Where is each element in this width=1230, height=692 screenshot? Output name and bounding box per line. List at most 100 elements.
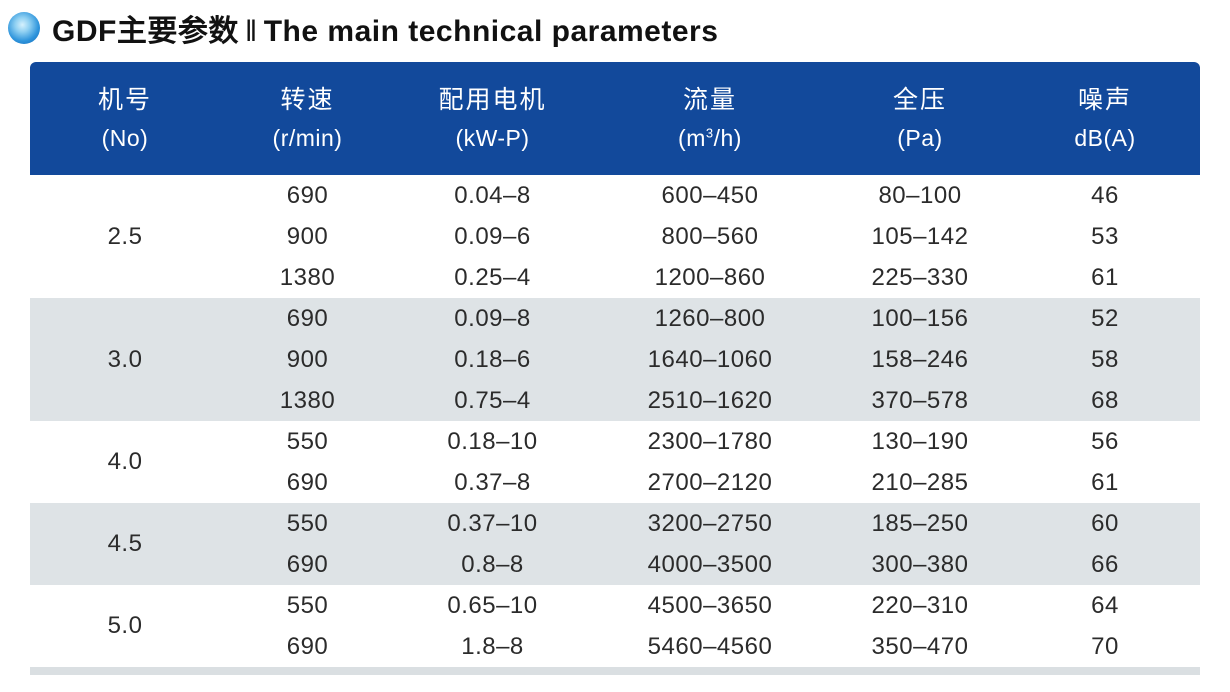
table-row: 900 0.09–6 800–560 105–142 53	[30, 216, 1200, 257]
column-header-zh: 转速	[280, 85, 335, 114]
title-separator: ‖	[244, 15, 258, 48]
table-row: 4.0 550 0.18–10 2300–1780 130–190 56	[30, 421, 1200, 476]
cell-motor: 1.8–8	[461, 632, 524, 660]
cell-flow: 2510–1620	[590, 380, 830, 421]
cell-fan-no: 4.5	[30, 503, 220, 585]
column-header-unit: (r/min)	[272, 124, 343, 151]
table-header: 机号 (No) 转速 (r/min) 配用电机 (kW-P) 流量 (m3/h) 全压 (Pa) 噪…	[30, 62, 1200, 175]
column-header-1: 机号 (No)	[30, 62, 220, 175]
cell-noise: 56	[1091, 427, 1119, 455]
table-row: 690 0.37–8 2700–2120 210–285 61	[30, 462, 1200, 503]
cell-noise: 64	[1091, 591, 1119, 619]
cell-noise: 53	[1091, 222, 1119, 250]
column-header-5: 全压 (Pa)	[830, 62, 1010, 175]
cell-pressure: 370–578	[830, 380, 1010, 421]
table-row: 1380 0.25–4 1200–860 225–330 61	[30, 257, 1200, 298]
cell-pressure: 158–246	[830, 339, 1010, 380]
column-header-unit: (kW-P)	[455, 124, 530, 151]
cell-speed: 690	[220, 298, 395, 339]
cell-speed: 900	[220, 339, 395, 380]
cell-motor: 0.8–8	[395, 544, 590, 585]
cell-fan-no: 3.0	[30, 298, 220, 421]
cell-motor: 0.18–10	[447, 427, 538, 455]
cell-flow: 600–450	[661, 181, 759, 209]
cell-flow: 3200–2750	[590, 503, 830, 544]
column-header-zh: 流量	[682, 85, 737, 114]
table-row: 900 0.18–6 1640–1060 158–246 58	[30, 339, 1200, 380]
cell-speed: 550	[286, 591, 329, 619]
cell-noise: 70	[1091, 632, 1119, 660]
cell-motor: 0.25–4	[454, 263, 531, 291]
cell-flow: 2700–2120	[647, 468, 773, 496]
table-header-row: 机号 (No) 转速 (r/min) 配用电机 (kW-P) 流量 (m3/h) 全压 (Pa) 噪…	[30, 62, 1200, 175]
cell-flow: 1640–1060	[590, 339, 830, 380]
column-header-unit: dB(A)	[1074, 124, 1136, 151]
cell-speed: 690	[286, 468, 329, 496]
page-title-bar: GDF主要参数 ‖ The main technical parameters	[8, 6, 718, 50]
cell-motor: 0.37–8	[454, 468, 531, 496]
cell-noise: 58	[1010, 339, 1200, 380]
cell-fan-no: 5.0	[107, 612, 143, 639]
cell-flow: 5460–4560	[647, 632, 773, 660]
cell-speed: 550	[220, 503, 395, 544]
cell-pressure: 105–142	[871, 222, 969, 250]
cell-noise: 61	[1091, 468, 1119, 496]
page-title: GDF主要参数 ‖ The main technical parameters	[52, 6, 718, 50]
cell-flow: 800–560	[661, 222, 759, 250]
column-header-zh: 机号	[97, 85, 152, 114]
column-header-zh: 配用电机	[438, 85, 547, 114]
cell-pressure: 80–100	[878, 181, 962, 209]
cell-pressure: 350–470	[871, 632, 969, 660]
column-header-2: 转速 (r/min)	[220, 62, 395, 175]
bullet-circle-icon	[8, 12, 40, 44]
cell-fan-no: 4.0	[107, 448, 143, 475]
cell-motor: 0.65–10	[447, 591, 538, 619]
column-header-unit: (No)	[101, 124, 149, 151]
cell-noise: 60	[1010, 503, 1200, 544]
cell-fan-no: 2.5	[107, 222, 143, 250]
cell-flow: 1260–800	[590, 298, 830, 339]
cell-speed: 690	[286, 632, 329, 660]
table-row: 1380 0.75–4 2510–1620 370–578 68	[30, 380, 1200, 421]
parameters-table: 机号 (No) 转速 (r/min) 配用电机 (kW-P) 流量 (m3/h) 全压 (Pa) 噪…	[30, 62, 1200, 667]
table-bottom-strip	[30, 667, 1200, 675]
cell-motor: 0.18–6	[395, 339, 590, 380]
cell-pressure: 185–250	[830, 503, 1010, 544]
cell-flow: 2300–1780	[647, 427, 773, 455]
cell-noise: 66	[1010, 544, 1200, 585]
title-en: The main technical parameters	[263, 15, 719, 48]
cell-flow: 1200–860	[654, 263, 766, 291]
cell-speed: 550	[286, 427, 329, 455]
cell-motor: 0.09–6	[454, 222, 531, 250]
table-row: 5.0 550 0.65–10 4500–3650 220–310 64	[30, 585, 1200, 640]
cell-pressure: 210–285	[871, 468, 969, 496]
table-row: 2.5 690 0.04–8 600–450 80–100 46	[30, 175, 1200, 250]
cell-flow: 4000–3500	[590, 544, 830, 585]
cell-motor: 0.09–8	[395, 298, 590, 339]
table-row: 4.5 550 0.37–10 3200–2750 185–250 60	[30, 503, 1200, 585]
cell-speed: 1380	[279, 263, 336, 291]
column-header-4: 流量 (m3/h)	[590, 62, 830, 175]
cell-noise: 61	[1091, 263, 1119, 291]
column-header-6: 噪声 dB(A)	[1010, 62, 1200, 175]
cell-pressure: 220–310	[871, 591, 969, 619]
cell-noise: 68	[1010, 380, 1200, 421]
cell-motor: 0.37–10	[395, 503, 590, 544]
cell-flow: 4500–3650	[647, 591, 773, 619]
table-body: 2.5 690 0.04–8 600–450 80–100 46 900 0.09–6 800–…	[30, 175, 1200, 667]
cell-motor: 0.04–8	[454, 181, 531, 209]
cell-pressure: 225–330	[871, 263, 969, 291]
cell-speed: 690	[220, 544, 395, 585]
cell-speed: 1380	[220, 380, 395, 421]
cell-pressure: 300–380	[830, 544, 1010, 585]
column-header-zh: 全压	[892, 85, 947, 114]
cell-speed: 900	[286, 222, 329, 250]
cell-noise: 52	[1010, 298, 1200, 339]
cell-noise: 46	[1091, 181, 1119, 209]
cell-pressure: 130–190	[871, 427, 969, 455]
cell-pressure: 100–156	[830, 298, 1010, 339]
parameters-table-wrap: 机号 (No) 转速 (r/min) 配用电机 (kW-P) 流量 (m3/h) 全压 (Pa) 噪…	[30, 62, 1200, 675]
table-row: 690 0.8–8 4000–3500 300–380 66	[30, 544, 1200, 585]
cell-motor: 0.75–4	[395, 380, 590, 421]
column-header-unit: (Pa)	[897, 124, 943, 151]
